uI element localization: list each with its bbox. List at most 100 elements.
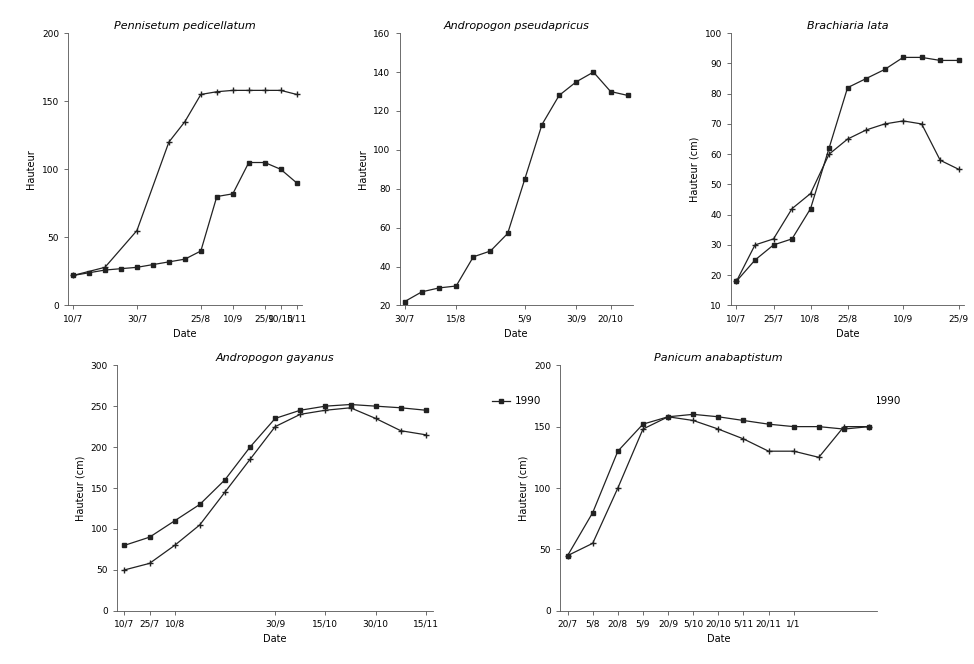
1989	[294, 406, 306, 414]
1989	[934, 56, 946, 64]
1989	[813, 422, 825, 430]
Line: 1989: 1989	[71, 161, 299, 278]
1990	[813, 454, 825, 461]
1990	[805, 189, 816, 197]
1989	[420, 406, 431, 414]
1990	[768, 235, 779, 243]
1990	[553, 92, 565, 100]
1990	[916, 120, 927, 128]
1989	[587, 509, 599, 517]
1989	[275, 165, 286, 173]
Y-axis label: Hauteur (cm): Hauteur (cm)	[75, 456, 85, 521]
1989	[805, 205, 816, 212]
1989	[637, 420, 649, 428]
1989	[713, 413, 725, 421]
1989	[99, 266, 111, 274]
1990	[587, 539, 599, 547]
1989	[842, 84, 853, 92]
1989	[345, 400, 356, 408]
1990	[219, 488, 231, 496]
1989	[169, 517, 180, 525]
Y-axis label: Hauteur (cm): Hauteur (cm)	[689, 137, 699, 202]
1989	[131, 264, 143, 272]
1990	[897, 117, 909, 125]
1989	[786, 235, 798, 243]
1990	[179, 118, 191, 125]
1990	[823, 150, 835, 158]
1989	[269, 414, 281, 422]
1990	[450, 282, 462, 290]
1989	[227, 190, 239, 198]
X-axis label: Date: Date	[836, 329, 859, 339]
1989	[144, 533, 156, 541]
1989	[211, 193, 223, 201]
1990	[275, 86, 286, 94]
Title: Panicum anabaptistum: Panicum anabaptistum	[654, 353, 783, 363]
1990	[730, 278, 742, 286]
1989	[838, 425, 849, 433]
1990	[587, 68, 599, 76]
Title: Pennisetum pedicellatum: Pennisetum pedicellatum	[114, 21, 256, 31]
1990	[713, 425, 725, 433]
1990	[243, 86, 254, 94]
1990	[662, 413, 674, 421]
Legend: 1989, 1990: 1989, 1990	[128, 392, 243, 410]
1989	[115, 265, 127, 273]
1989	[860, 74, 872, 82]
1990	[842, 135, 853, 143]
X-axis label: Date: Date	[263, 635, 287, 645]
1990	[749, 241, 761, 249]
1989	[730, 278, 742, 286]
1990	[737, 435, 749, 443]
1990	[169, 541, 180, 549]
1990	[291, 90, 303, 98]
1989	[259, 159, 271, 167]
1989	[119, 541, 131, 549]
X-axis label: Date: Date	[173, 329, 197, 339]
1990	[688, 416, 699, 424]
Title: Brachiaria lata: Brachiaria lata	[806, 21, 888, 31]
1990	[571, 78, 582, 86]
1989	[394, 404, 406, 412]
1990	[536, 121, 547, 129]
1990	[227, 86, 239, 94]
1990	[838, 422, 849, 430]
1989	[244, 443, 256, 451]
Line: 1990: 1990	[564, 413, 873, 559]
Title: Andropogon pseudapricus: Andropogon pseudapricus	[443, 21, 589, 31]
1989	[749, 256, 761, 264]
1990	[99, 264, 111, 272]
Legend: 1989, 1990: 1989, 1990	[790, 392, 905, 410]
1990	[433, 284, 445, 292]
1989	[763, 420, 774, 428]
1989	[179, 255, 191, 263]
1990	[562, 552, 574, 560]
1990	[788, 448, 800, 456]
1990	[416, 288, 428, 295]
1990	[144, 559, 156, 567]
1990	[67, 272, 79, 280]
1990	[398, 297, 410, 305]
1990	[622, 92, 634, 100]
1990	[259, 86, 271, 94]
1990	[394, 427, 406, 435]
1990	[211, 88, 223, 96]
1989	[370, 402, 382, 410]
1989	[67, 272, 79, 280]
1990	[131, 226, 143, 234]
1990	[860, 126, 872, 134]
Line: 1990: 1990	[69, 87, 300, 279]
1989	[219, 476, 231, 484]
1989	[823, 144, 835, 152]
1989	[863, 422, 875, 430]
1990	[953, 165, 964, 173]
1989	[879, 66, 890, 74]
1990	[502, 230, 513, 238]
1990	[934, 156, 946, 164]
1990	[244, 456, 256, 463]
1990	[269, 422, 281, 430]
1989	[195, 247, 206, 255]
1990	[195, 90, 206, 98]
1989	[897, 53, 909, 61]
1989	[194, 501, 206, 509]
